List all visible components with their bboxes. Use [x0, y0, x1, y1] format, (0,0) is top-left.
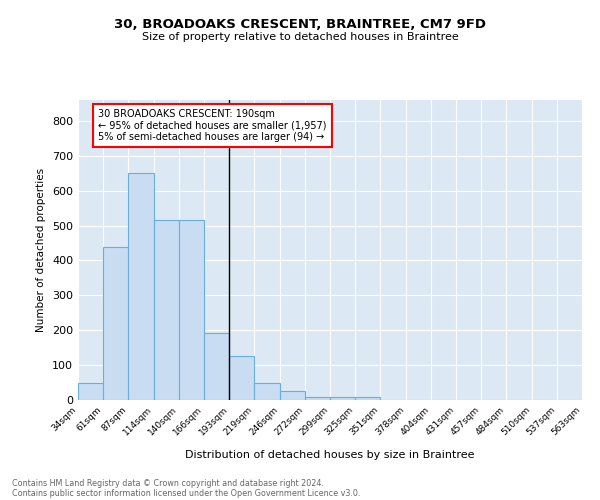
- Bar: [229, 356, 254, 400]
- Bar: [305, 396, 330, 400]
- Text: Contains HM Land Registry data © Crown copyright and database right 2024.: Contains HM Land Registry data © Crown c…: [12, 478, 324, 488]
- Bar: [154, 220, 179, 400]
- Bar: [179, 220, 204, 400]
- Bar: [280, 392, 305, 400]
- Bar: [254, 382, 280, 400]
- Bar: [128, 174, 154, 400]
- Text: Contains public sector information licensed under the Open Government Licence v3: Contains public sector information licen…: [12, 488, 361, 498]
- Text: Size of property relative to detached houses in Braintree: Size of property relative to detached ho…: [142, 32, 458, 42]
- Bar: [330, 396, 355, 400]
- Bar: [103, 246, 128, 400]
- Y-axis label: Number of detached properties: Number of detached properties: [37, 168, 46, 332]
- Bar: [355, 396, 380, 400]
- Text: 30 BROADOAKS CRESCENT: 190sqm
← 95% of detached houses are smaller (1,957)
5% of: 30 BROADOAKS CRESCENT: 190sqm ← 95% of d…: [98, 109, 326, 142]
- Bar: [78, 382, 103, 400]
- Bar: [204, 332, 229, 400]
- Text: Distribution of detached houses by size in Braintree: Distribution of detached houses by size …: [185, 450, 475, 460]
- Text: 30, BROADOAKS CRESCENT, BRAINTREE, CM7 9FD: 30, BROADOAKS CRESCENT, BRAINTREE, CM7 9…: [114, 18, 486, 30]
